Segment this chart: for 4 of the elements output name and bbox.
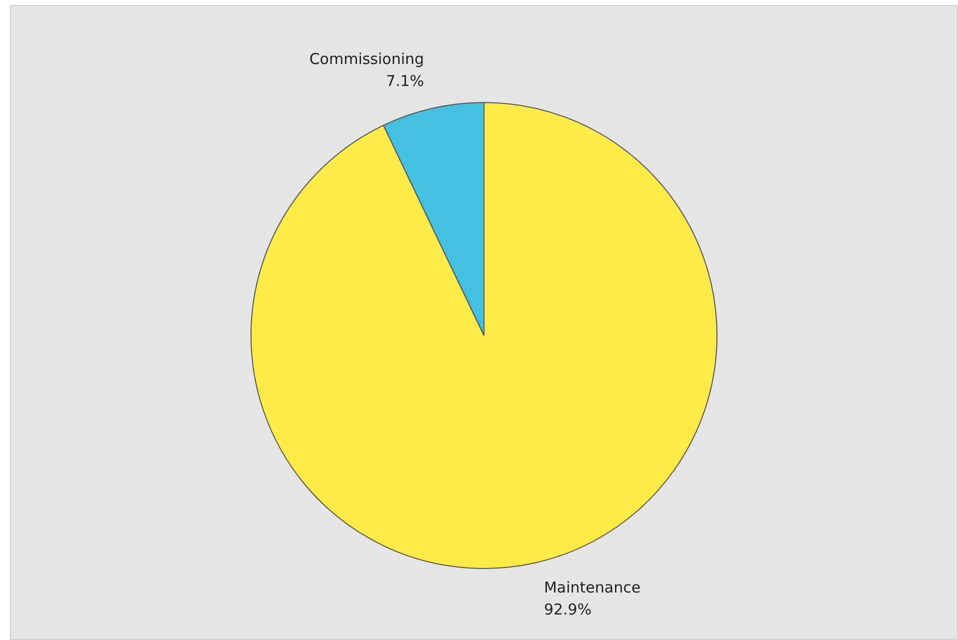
data-label: 92.9% xyxy=(544,600,592,619)
slice-label: Commissioning xyxy=(309,50,424,68)
data-label: 7.1% xyxy=(386,72,424,90)
slice-label: Maintenance xyxy=(544,578,641,597)
